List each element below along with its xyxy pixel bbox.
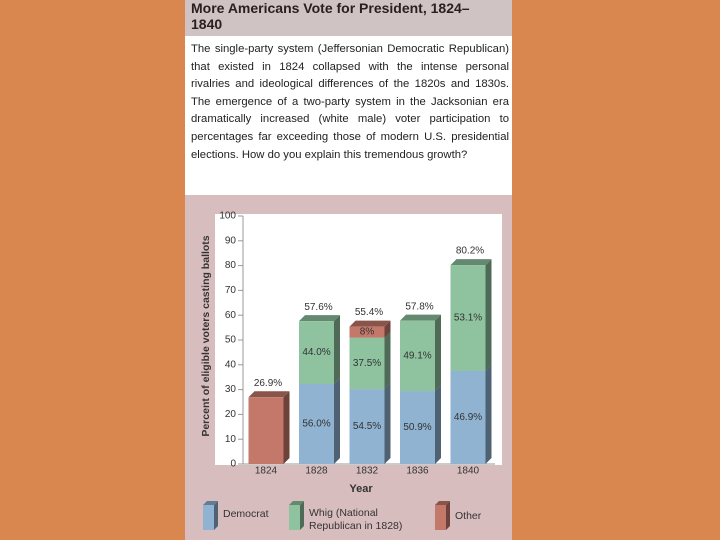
x-tick-label: 1828 xyxy=(305,466,328,477)
y-tick-label: 80 xyxy=(225,260,237,271)
legend-label: Democrat xyxy=(223,508,269,520)
text-box: The single-party system (Jeffersonian De… xyxy=(185,36,512,195)
bar-side xyxy=(485,364,492,464)
bar-segment xyxy=(450,370,486,464)
bar-side xyxy=(384,383,391,464)
bar-side xyxy=(334,315,340,385)
x-tick-label: 1832 xyxy=(356,466,379,477)
x-tick-label: 1836 xyxy=(406,466,429,477)
y-axis-label: Percent of eligible voters casting ballo… xyxy=(200,235,212,436)
x-axis-label: Year xyxy=(349,483,373,495)
bar-top xyxy=(248,391,290,398)
legend-swatch xyxy=(203,505,214,530)
bar-segment xyxy=(349,389,385,464)
legend-swatch xyxy=(289,505,300,530)
segment-label: 50.9% xyxy=(403,422,431,433)
bar-segment xyxy=(349,337,385,390)
bar-side xyxy=(384,331,391,390)
bar-side xyxy=(334,378,340,464)
y-tick-label: 30 xyxy=(225,384,237,395)
paragraph: The single-party system (Jeffersonian De… xyxy=(191,43,509,161)
bar-segment xyxy=(450,265,486,371)
y-tick-label: 0 xyxy=(230,459,236,470)
bar-segment xyxy=(349,326,385,338)
bar-segment xyxy=(299,321,334,385)
segment-label: 44.0% xyxy=(302,347,330,358)
y-tick-label: 20 xyxy=(225,409,237,420)
segment-label: 53.1% xyxy=(454,313,482,324)
bar-side xyxy=(384,320,391,338)
y-tick-label: 100 xyxy=(219,211,236,222)
total-label: 26.9% xyxy=(254,378,282,389)
y-tick-label: 50 xyxy=(225,335,237,346)
legend-swatch-side xyxy=(446,501,450,530)
bar-top xyxy=(299,315,340,322)
segment-label: 46.9% xyxy=(454,412,482,423)
title: More Americans Vote for President, 1824–… xyxy=(191,0,470,32)
bar-side xyxy=(283,391,290,464)
total-label: 55.4% xyxy=(355,307,383,318)
segment-label: 8% xyxy=(360,327,375,338)
bar-side xyxy=(435,385,441,464)
legend-swatch-side xyxy=(214,501,218,530)
legend-swatch-side xyxy=(300,501,304,530)
total-label: 57.8% xyxy=(405,301,433,312)
bar-segment xyxy=(400,320,435,392)
legend-label: Other xyxy=(455,510,482,522)
total-label: 80.2% xyxy=(456,246,484,257)
y-tick-label: 40 xyxy=(225,359,237,370)
y-tick-label: 60 xyxy=(225,310,237,321)
segment-label: 37.5% xyxy=(353,358,381,369)
legend-swatch-top xyxy=(435,501,450,505)
segment-label: 56.0% xyxy=(302,419,330,430)
legend-swatch xyxy=(435,505,446,530)
x-tick-label: 1824 xyxy=(255,466,278,477)
y-tick-label: 90 xyxy=(225,235,237,246)
bar-side xyxy=(485,259,492,371)
legend-swatch-top xyxy=(203,501,218,505)
bar-top xyxy=(450,259,492,266)
bar-top xyxy=(400,314,441,321)
x-tick-label: 1840 xyxy=(457,466,480,477)
header: More Americans Vote for President, 1824–… xyxy=(185,0,512,36)
bar-segment xyxy=(248,397,284,464)
bar-top xyxy=(349,320,391,327)
legend-swatch-top xyxy=(289,501,304,505)
legend-label: Whig (National Republican in 1828) xyxy=(309,507,403,532)
bar-side xyxy=(435,314,441,392)
total-label: 57.6% xyxy=(304,302,332,313)
segment-label: 49.1% xyxy=(403,350,431,361)
bar-segment xyxy=(400,391,435,464)
y-tick-label: 10 xyxy=(225,434,237,445)
y-tick-label: 70 xyxy=(225,285,237,296)
segment-label: 54.5% xyxy=(353,421,381,432)
bar-segment xyxy=(299,384,334,464)
